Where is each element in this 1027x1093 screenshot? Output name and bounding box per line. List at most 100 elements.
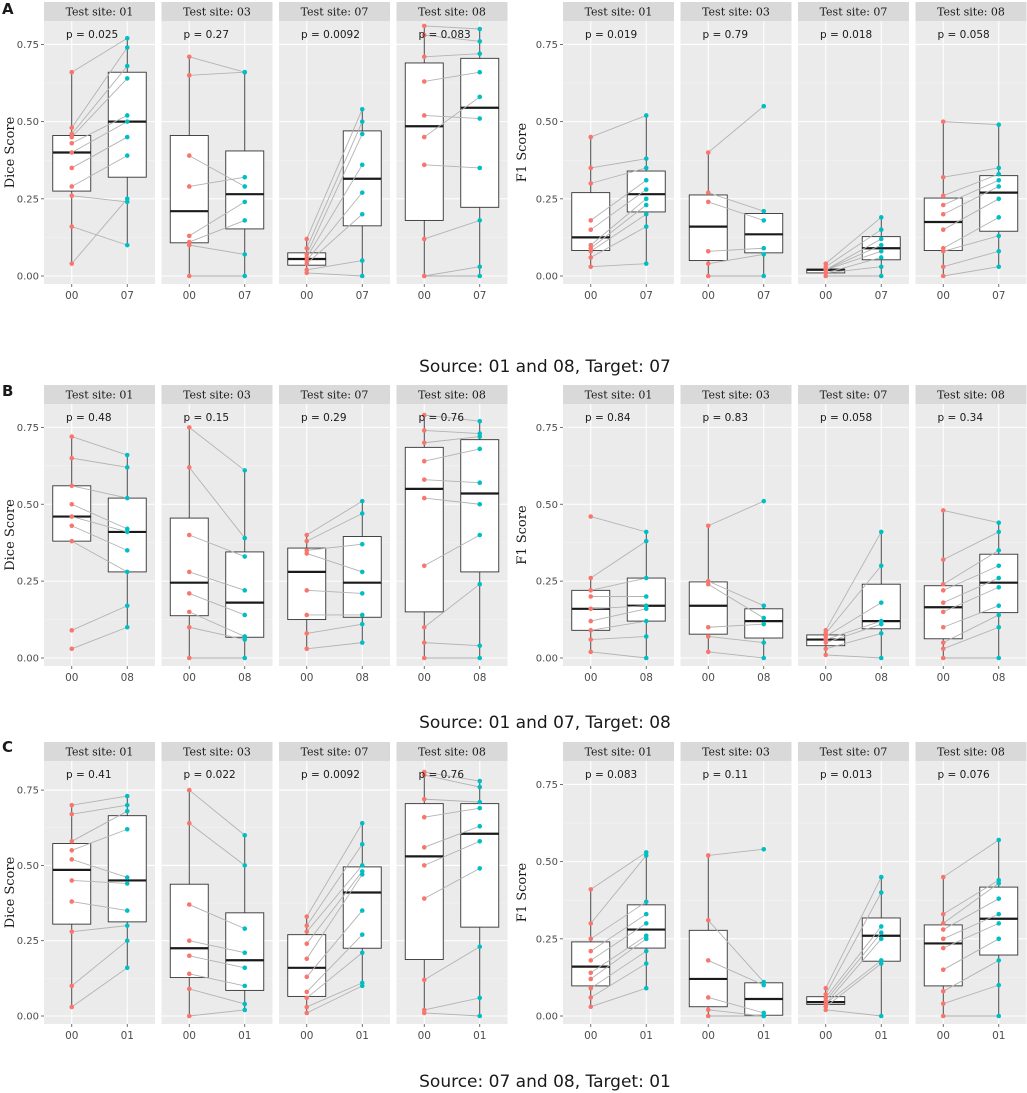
pair-line bbox=[708, 636, 764, 644]
point-group-2 bbox=[878, 563, 884, 569]
point-group-1 bbox=[186, 591, 192, 596]
point-group-1 bbox=[823, 640, 829, 645]
facet-3: Test site: 07 p = 0.018 00 07 bbox=[798, 2, 909, 302]
pair-line bbox=[189, 176, 245, 187]
point-group-1 bbox=[940, 989, 946, 994]
pair-line bbox=[189, 1009, 245, 1017]
x-tick-label: 08 bbox=[875, 672, 888, 684]
facet-3: Test site: 07 p = 0.013 00 01 bbox=[798, 742, 909, 1042]
pair-line bbox=[943, 922, 999, 949]
point-group-1 bbox=[940, 211, 946, 217]
pair-line bbox=[424, 71, 480, 82]
point-group-1 bbox=[940, 119, 946, 124]
p-value-label: p = 0.083 bbox=[419, 29, 471, 41]
p-value-label: p = 0.29 bbox=[301, 412, 347, 424]
pair-line bbox=[189, 71, 245, 76]
y-tick-label: 0.00 bbox=[536, 654, 558, 665]
point-group-1 bbox=[69, 165, 75, 171]
facet-strip-label: Test site: 03 bbox=[183, 6, 251, 19]
pair-line bbox=[825, 602, 882, 637]
point-group-2 bbox=[124, 802, 130, 808]
point-group-1 bbox=[421, 32, 427, 38]
point-group-1 bbox=[421, 977, 427, 983]
facet-strip-label: Test site: 08 bbox=[418, 6, 486, 19]
point-group-1 bbox=[940, 927, 946, 932]
point-group-2 bbox=[878, 631, 884, 636]
x-tick-label: 07 bbox=[356, 290, 369, 302]
facet-1: Test site: 01 p = 0.025 00 07 bbox=[44, 2, 155, 302]
point-group-2 bbox=[996, 921, 1002, 926]
point-group-1 bbox=[69, 1004, 75, 1010]
pair-line bbox=[708, 247, 764, 252]
point-group-2 bbox=[996, 165, 1002, 171]
facet-strip-label: Test site: 07 bbox=[820, 389, 888, 402]
point-group-2 bbox=[359, 569, 365, 575]
point-group-1 bbox=[421, 896, 427, 901]
box-00 bbox=[404, 803, 444, 960]
point-group-2 bbox=[124, 529, 130, 535]
pair-line bbox=[825, 565, 882, 634]
point-group-1 bbox=[69, 929, 75, 934]
facet-strip-label: Test site: 03 bbox=[183, 389, 251, 402]
pair-line bbox=[590, 851, 647, 890]
pair-line bbox=[424, 774, 480, 788]
x-tick-label: 07 bbox=[992, 290, 1005, 302]
point-group-2 bbox=[477, 264, 483, 270]
point-group-2 bbox=[878, 215, 884, 220]
pair-line bbox=[424, 436, 480, 444]
point-group-2 bbox=[996, 1013, 1002, 1019]
point-group-2 bbox=[124, 908, 130, 913]
facet-strip bbox=[563, 385, 674, 404]
pair-line bbox=[590, 901, 647, 940]
x-tick-label: 08 bbox=[356, 672, 369, 684]
p-value-label: p = 0.83 bbox=[703, 412, 749, 424]
point-group-1 bbox=[304, 974, 310, 980]
pair-line bbox=[943, 216, 999, 249]
pair-line bbox=[71, 605, 128, 631]
point-group-2 bbox=[878, 930, 884, 935]
pair-line bbox=[71, 540, 128, 573]
facet-strip bbox=[680, 742, 792, 761]
x-tick-label: 01 bbox=[473, 1030, 486, 1042]
facet-4: Test site: 08 p = 0.058 00 07 bbox=[915, 2, 1027, 302]
facet-3: Test site: 07 p = 0.29 00 08 bbox=[279, 385, 390, 684]
point-group-2 bbox=[643, 538, 649, 544]
facet-3: Test site: 07 p = 0.0092 00 01 bbox=[279, 742, 390, 1042]
point-group-2 bbox=[242, 950, 248, 956]
x-tick-label: 00 bbox=[183, 672, 196, 684]
point-group-2 bbox=[359, 640, 365, 645]
pair-line bbox=[306, 121, 363, 249]
facet-strip bbox=[396, 2, 508, 21]
point-group-1 bbox=[69, 184, 75, 189]
facet-strip-label: Test site: 01 bbox=[66, 389, 134, 402]
point-group-1 bbox=[588, 985, 594, 991]
point-group-1 bbox=[304, 941, 310, 947]
point-group-1 bbox=[705, 249, 711, 254]
p-value-label: p = 0.0092 bbox=[301, 29, 360, 41]
point-group-1 bbox=[705, 1007, 711, 1013]
p-value-label: p = 0.11 bbox=[703, 769, 749, 781]
pair-line bbox=[71, 195, 128, 203]
pair-line bbox=[189, 611, 245, 637]
facet-strip bbox=[680, 385, 792, 404]
pair-line bbox=[424, 53, 480, 58]
p-value-label: p = 0.058 bbox=[938, 29, 990, 41]
point-group-2 bbox=[359, 863, 365, 868]
facet-strip-label: Test site: 01 bbox=[585, 6, 653, 19]
pair-line bbox=[71, 516, 128, 533]
point-group-1 bbox=[304, 270, 310, 276]
pair-line bbox=[708, 848, 764, 856]
point-group-1 bbox=[186, 465, 192, 470]
pair-line bbox=[306, 874, 363, 960]
facet-4: Test site: 08 p = 0.083 00 07 bbox=[396, 2, 508, 302]
point-group-1 bbox=[421, 113, 427, 118]
x-tick-label: 01 bbox=[757, 1030, 770, 1042]
facet-strip-label: Test site: 03 bbox=[183, 746, 251, 759]
point-group-1 bbox=[186, 938, 192, 943]
point-group-2 bbox=[359, 950, 365, 956]
point-group-1 bbox=[588, 218, 594, 223]
point-group-1 bbox=[940, 936, 946, 942]
point-group-1 bbox=[705, 523, 711, 529]
facet-strip bbox=[279, 2, 390, 21]
point-group-1 bbox=[186, 655, 192, 661]
